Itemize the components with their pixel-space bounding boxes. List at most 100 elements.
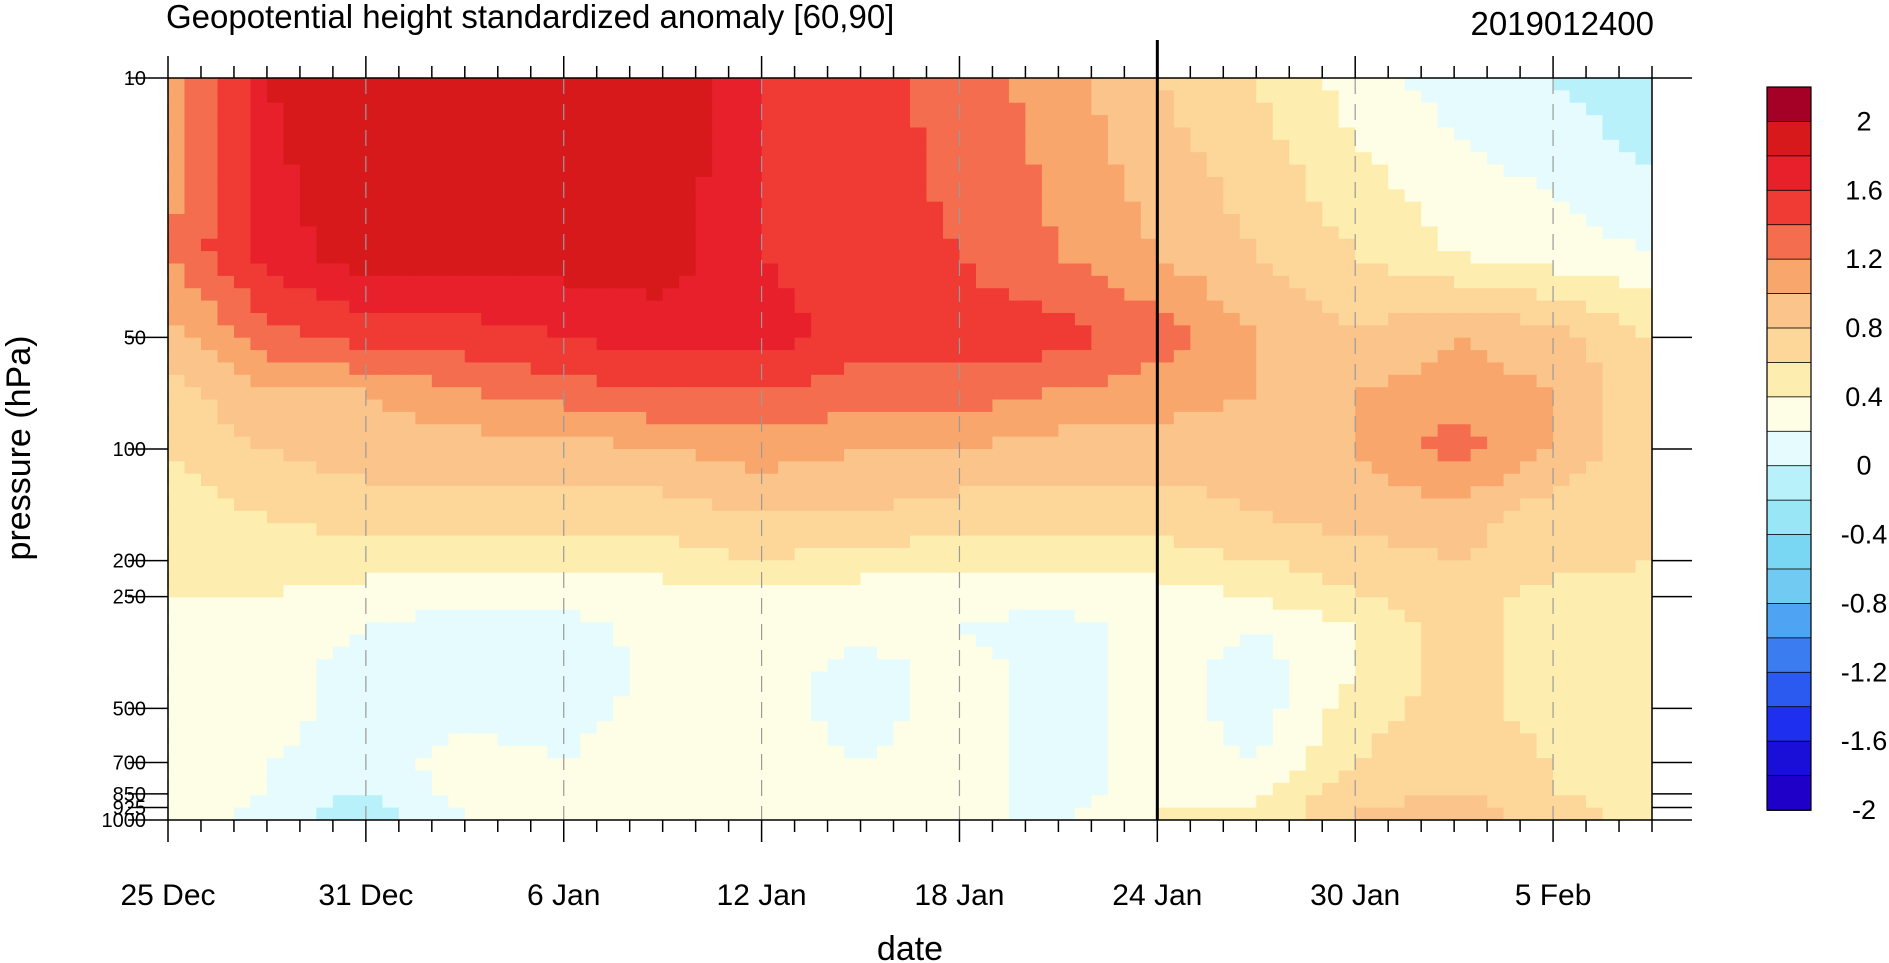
anomaly-cell <box>1157 424 1175 438</box>
anomaly-cell <box>481 449 499 462</box>
anomaly-cell <box>646 263 664 277</box>
anomaly-cell <box>827 102 845 116</box>
anomaly-cell <box>415 238 433 252</box>
anomaly-cell <box>1388 300 1406 314</box>
anomaly-cell <box>860 498 878 512</box>
anomaly-cell <box>1008 622 1027 636</box>
anomaly-cell <box>481 646 499 660</box>
anomaly-cell <box>1008 176 1027 190</box>
anomaly-cell <box>1256 486 1274 500</box>
anomaly-cell <box>563 733 581 747</box>
anomaly-cell <box>1025 424 1043 438</box>
anomaly-cell <box>1074 585 1092 598</box>
anomaly-cell <box>1025 399 1043 413</box>
anomaly-cell <box>563 214 581 227</box>
anomaly-cell <box>942 102 961 116</box>
anomaly-cell <box>728 164 746 178</box>
anomaly-cell <box>1470 350 1488 364</box>
anomaly-cell <box>1404 634 1422 648</box>
anomaly-cell <box>1322 115 1340 129</box>
anomaly-cell <box>1289 721 1307 735</box>
anomaly-cell <box>464 758 482 772</box>
anomaly-cell <box>1635 708 1653 722</box>
anomaly-cell <box>1107 622 1125 636</box>
anomaly-cell <box>1157 362 1175 376</box>
anomaly-cell <box>1206 362 1224 376</box>
anomaly-cell <box>266 634 285 648</box>
anomaly-cell <box>1487 399 1505 413</box>
anomaly-cell <box>926 622 944 636</box>
anomaly-cell <box>695 523 713 537</box>
anomaly-cell <box>1173 436 1191 450</box>
anomaly-cell <box>942 139 961 153</box>
anomaly-cell <box>1470 189 1488 203</box>
anomaly-cell <box>1553 683 1571 697</box>
anomaly-cell <box>530 560 548 574</box>
anomaly-cell <box>1124 634 1142 648</box>
anomaly-cell <box>316 683 334 697</box>
anomaly-cell <box>1355 288 1373 302</box>
anomaly-cell <box>1239 572 1257 586</box>
anomaly-cell <box>283 127 301 141</box>
anomaly-cell <box>877 683 895 697</box>
anomaly-cell <box>250 78 268 91</box>
anomaly-cell <box>563 152 581 166</box>
anomaly-cell <box>1635 300 1653 314</box>
anomaly-cell <box>794 90 812 104</box>
anomaly-cell <box>547 745 565 759</box>
anomaly-cell <box>184 214 202 227</box>
anomaly-cell <box>1619 201 1637 215</box>
anomaly-cell <box>266 251 285 265</box>
anomaly-cell <box>860 696 878 710</box>
anomaly-cell <box>1355 152 1373 166</box>
anomaly-cell <box>975 387 994 401</box>
anomaly-cell <box>761 226 779 240</box>
anomaly-cell <box>299 535 317 549</box>
anomaly-cell <box>250 585 268 598</box>
anomaly-cell <box>299 300 317 314</box>
anomaly-cell <box>1256 164 1274 178</box>
anomaly-cell <box>1124 399 1142 413</box>
anomaly-cell <box>1437 646 1455 660</box>
anomaly-cell <box>1124 387 1142 401</box>
anomaly-cell <box>844 449 862 462</box>
anomaly-cell <box>1454 449 1472 462</box>
anomaly-cell <box>1107 498 1125 512</box>
anomaly-cell <box>662 696 680 710</box>
anomaly-cell <box>184 399 202 413</box>
anomaly-cell <box>1569 288 1587 302</box>
anomaly-cell <box>580 312 598 326</box>
anomaly-cell <box>1289 510 1307 524</box>
anomaly-cell <box>184 139 202 153</box>
anomaly-cell <box>1536 461 1554 475</box>
anomaly-cell <box>514 510 532 524</box>
anomaly-cell <box>1107 362 1125 376</box>
anomaly-cell <box>679 449 697 462</box>
anomaly-cell <box>547 547 565 561</box>
anomaly-cell <box>1355 387 1373 401</box>
anomaly-cell <box>168 350 186 364</box>
anomaly-cell <box>1520 745 1538 759</box>
anomaly-cell <box>448 374 466 388</box>
anomaly-cell <box>481 90 499 104</box>
anomaly-cell <box>811 176 829 190</box>
anomaly-cell <box>547 275 565 289</box>
anomaly-cell <box>1619 90 1637 104</box>
anomaly-cell <box>365 424 383 438</box>
anomaly-cell <box>1619 127 1637 141</box>
anomaly-cell <box>481 411 499 425</box>
anomaly-cell <box>646 424 664 438</box>
anomaly-cell <box>942 547 961 561</box>
anomaly-cell <box>168 659 186 673</box>
anomaly-cell <box>712 411 730 425</box>
anomaly-cell <box>662 510 680 524</box>
anomaly-cell <box>1355 634 1373 648</box>
anomaly-cell <box>1173 510 1191 524</box>
anomaly-cell <box>1256 189 1274 203</box>
anomaly-cell <box>1173 312 1191 326</box>
anomaly-cell <box>827 609 845 623</box>
anomaly-cell <box>646 560 664 574</box>
anomaly-cell <box>382 312 400 326</box>
anomaly-cell <box>910 337 928 351</box>
anomaly-cell <box>761 745 779 759</box>
